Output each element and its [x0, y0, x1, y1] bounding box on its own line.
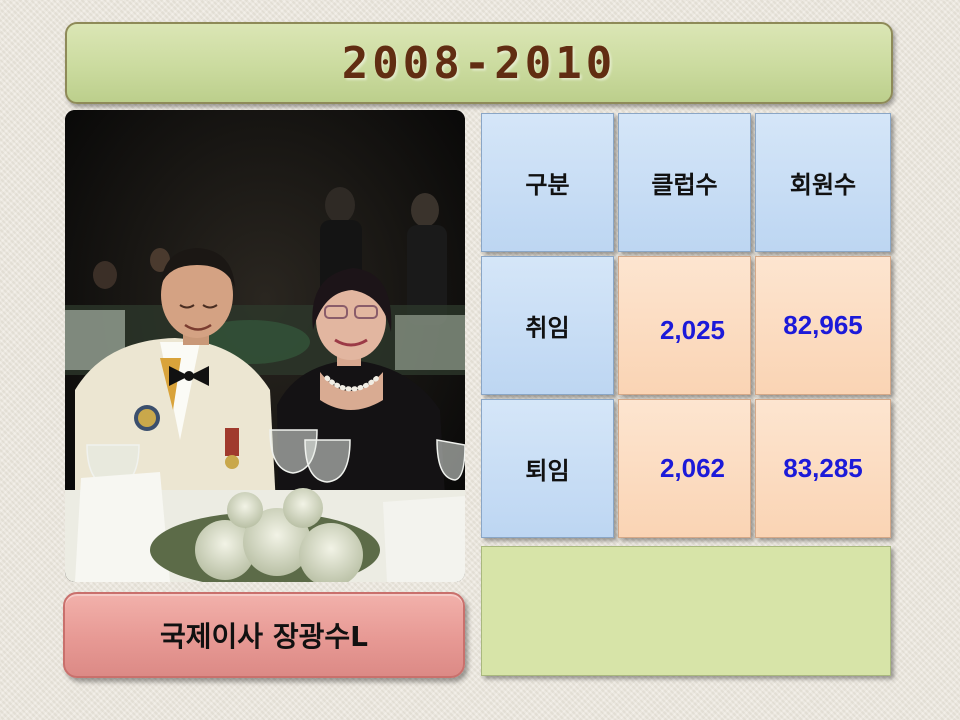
clubs-value: 2,062 [659, 453, 726, 483]
page-title: 2008-2010 [341, 37, 617, 89]
photo-couple-at-gala-icon [65, 110, 465, 582]
row-label-cell: 취임 [481, 256, 614, 395]
value-cell-members: 83,285 [755, 399, 891, 538]
clubs-value: 2,025 [659, 315, 726, 345]
value-cell-clubs: 2,025 [618, 256, 751, 395]
notes-box [481, 546, 891, 676]
value-cell-clubs: 2,062 [618, 399, 751, 538]
caption-box: 국제이사 장광수L [63, 592, 465, 678]
row-label-cell: 퇴임 [481, 399, 614, 538]
header-label-category: 구분 [525, 171, 570, 199]
header-cell-category: 구분 [481, 113, 614, 252]
row-label: 퇴임 [525, 457, 570, 485]
event-photo [65, 110, 465, 582]
header-cell-clubs: 클럽수 [618, 113, 751, 252]
members-value: 83,285 [783, 453, 863, 483]
row-label: 취임 [525, 314, 570, 342]
header-cell-members: 회원수 [755, 113, 891, 252]
caption-text: 국제이사 장광수L [160, 620, 368, 653]
value-cell-members: 82,965 [755, 256, 891, 395]
header-label-clubs: 클럽수 [651, 171, 718, 199]
header-label-members: 회원수 [789, 171, 857, 199]
members-value: 82,965 [783, 310, 863, 340]
title-banner: 2008-2010 [65, 22, 893, 104]
